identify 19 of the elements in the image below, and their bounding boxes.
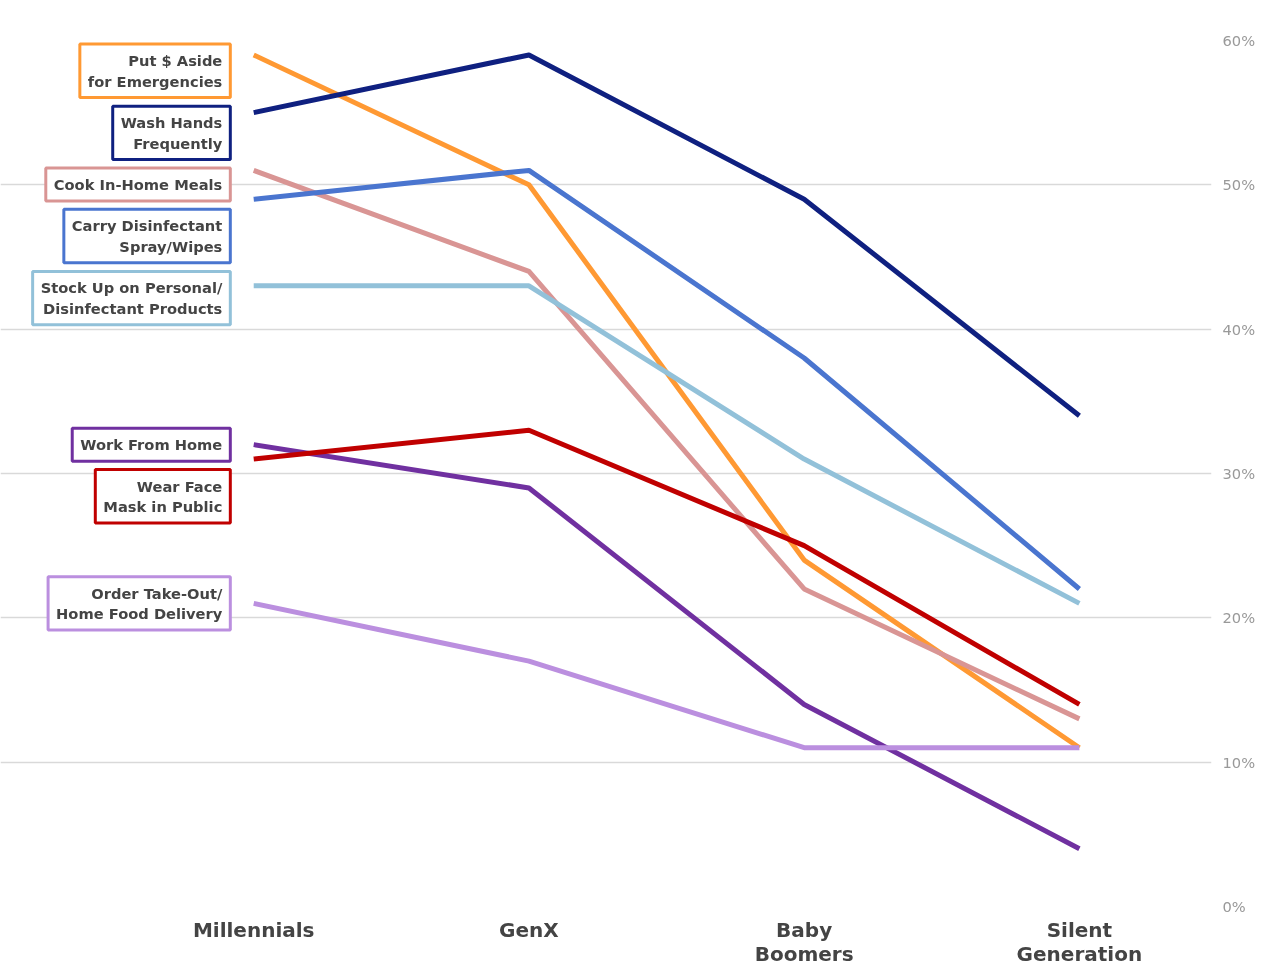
y-tick-label: 30%: [1222, 465, 1256, 482]
x-tick-label: Silent Generation: [1016, 917, 1143, 966]
y-tick-label: 60%: [1222, 32, 1256, 49]
y-tick-label: 50%: [1222, 176, 1256, 194]
text: Cook In-Home Meals: [53, 175, 223, 193]
text: Wear Face Mask in Public: [103, 477, 223, 515]
text: Wash Hands Frequently: [120, 114, 223, 152]
text: Carry Disinfectant Spray/Wipes: [71, 217, 223, 255]
x-tick-label: Millennials: [192, 917, 315, 942]
y-tick-label: 10%: [1222, 753, 1256, 771]
text: Put $ Aside for Emergencies: [87, 52, 223, 90]
y-tick-label: 0%: [1222, 898, 1246, 915]
x-tick-label: Baby Boomers: [754, 917, 854, 966]
text: Stock Up on Personal/ Disinfectant Products: [40, 279, 223, 317]
text: Work From Home: [80, 436, 223, 454]
x-tick-label: GenX: [499, 917, 560, 942]
y-tick-label: 20%: [1222, 609, 1256, 627]
text: Order Take-Out/ Home Food Delivery: [56, 584, 223, 623]
y-tick-label: 40%: [1222, 320, 1256, 338]
